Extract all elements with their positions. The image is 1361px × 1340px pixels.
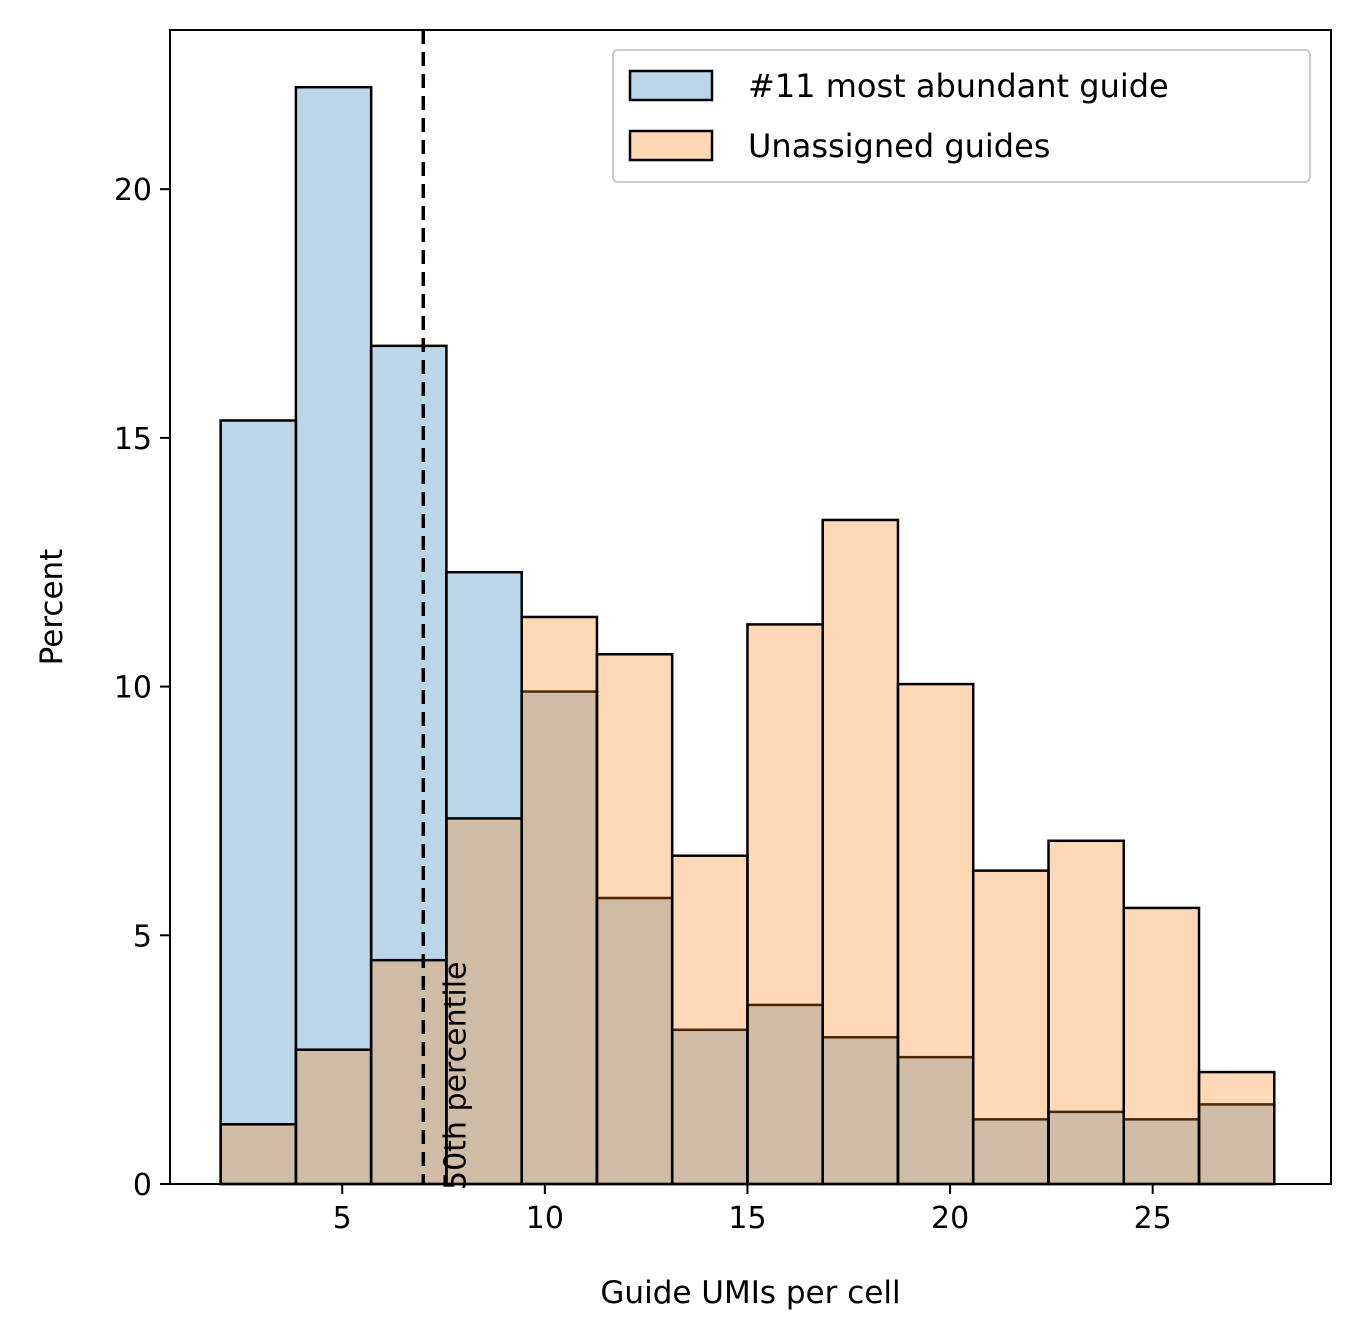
y-axis-ticks: 0 5 10 15 20 (114, 173, 170, 1203)
x-tick-label: 25 (1134, 1201, 1172, 1236)
bar-unassigned-11 (1047, 839, 1126, 1186)
y-tick-label: 10 (114, 671, 152, 706)
bar-unassigned-10 (971, 869, 1050, 1186)
bar-unassigned-2 (369, 958, 448, 1186)
x-axis-ticks: 5 10 15 20 25 (333, 1184, 1172, 1236)
percentile-reference: 50th percentile (421, 30, 473, 1190)
legend-label-most-abundant: #11 most abundant guide (748, 67, 1169, 105)
bar-unassigned-6 (670, 854, 749, 1186)
legend-swatch-unassigned (628, 129, 714, 162)
bar-most-abundant-2 (369, 344, 448, 1186)
bar-unassigned-12 (1122, 906, 1201, 1186)
legend: #11 most abundant guide Unassigned guide… (612, 49, 1311, 183)
y-axis-label: Percent (34, 549, 70, 666)
bar-most-abundant-11 (1047, 1110, 1126, 1186)
legend-swatch-most-abundant (628, 69, 714, 102)
bar-unassigned-13 (1197, 1070, 1276, 1186)
bar-most-abundant-0 (219, 419, 298, 1186)
percentile-annotation: 50th percentile (438, 961, 473, 1190)
bar-most-abundant-13 (1197, 1103, 1276, 1186)
legend-box (612, 49, 1311, 183)
x-tick-label: 5 (333, 1201, 352, 1236)
bar-unassigned-4 (520, 615, 599, 1186)
y-tick-label: 15 (114, 422, 152, 457)
y-tick-label: 20 (114, 173, 152, 208)
y-tick-label: 0 (133, 1168, 152, 1203)
plot-frame (169, 29, 1332, 1185)
bar-unassigned-1 (294, 1048, 373, 1186)
bar-unassigned-3 (445, 817, 523, 1186)
x-tick-label: 20 (931, 1201, 969, 1236)
series-most-abundant-bars (219, 85, 1276, 1186)
bar-unassigned-7 (746, 623, 824, 1186)
bar-unassigned-8 (821, 518, 900, 1186)
x-tick-label: 15 (728, 1201, 766, 1236)
legend-label-unassigned: Unassigned guides (748, 127, 1050, 165)
x-tick-label: 10 (526, 1201, 564, 1236)
bar-most-abundant-1 (294, 85, 373, 1186)
bar-unassigned-0 (219, 1123, 298, 1186)
x-axis-label: Guide UMIs per cell (600, 1275, 900, 1311)
bar-unassigned-5 (595, 653, 674, 1186)
bar-unassigned-9 (896, 682, 975, 1186)
series-unassigned-bars (219, 518, 1276, 1186)
y-tick-label: 5 (133, 919, 152, 954)
